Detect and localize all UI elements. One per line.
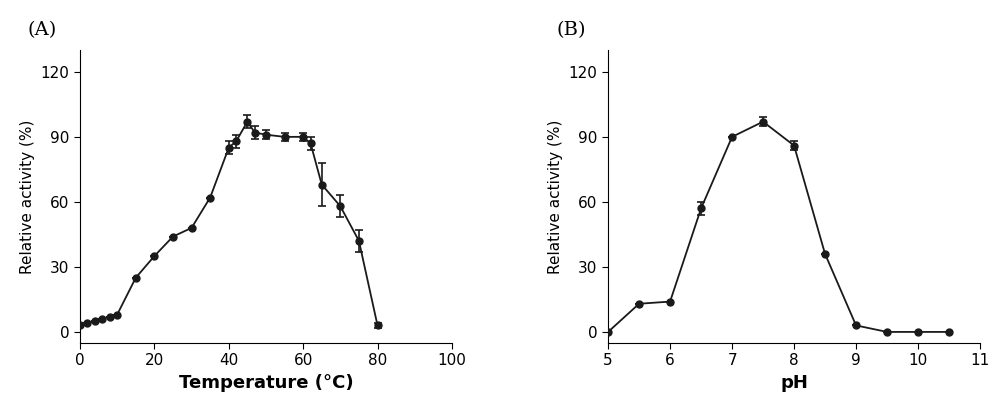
Text: (A): (A) [28,21,57,39]
Y-axis label: Relative activity (%): Relative activity (%) [20,119,35,274]
Text: (B): (B) [556,21,586,39]
X-axis label: pH: pH [780,374,808,392]
X-axis label: Temperature (°C): Temperature (°C) [179,374,353,392]
Y-axis label: Relative activity (%): Relative activity (%) [548,119,563,274]
